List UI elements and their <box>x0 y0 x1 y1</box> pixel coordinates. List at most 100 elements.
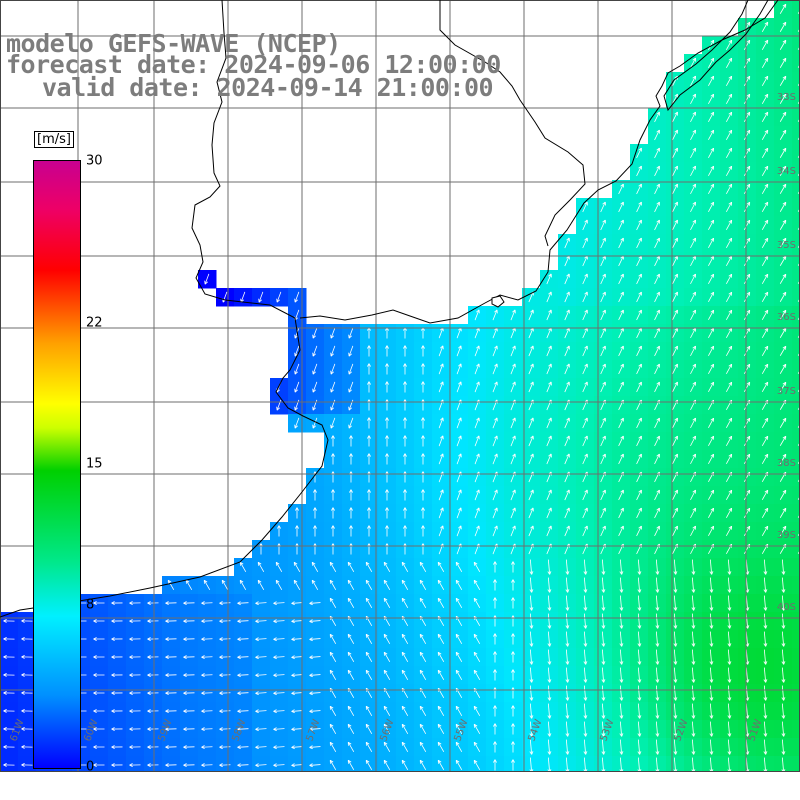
wind-arrow <box>546 507 552 519</box>
wind-arrow <box>672 489 678 501</box>
wind-arrow <box>421 417 425 429</box>
wind-arrow <box>93 637 105 641</box>
wind-arrow <box>456 525 462 537</box>
wind-arrow <box>419 705 427 716</box>
wind-speed-cells <box>0 0 800 772</box>
wind-arrow <box>708 453 714 465</box>
wind-arrow <box>618 507 624 519</box>
wind-arrow <box>637 703 642 719</box>
wind-arrow <box>111 601 123 605</box>
wind-arrow <box>147 709 159 714</box>
wind-arrow <box>761 453 769 464</box>
wind-arrow <box>147 691 159 696</box>
wind-arrow <box>690 417 696 429</box>
wind-arrow <box>636 363 642 375</box>
wind-arrow <box>291 673 303 678</box>
wind-arrow <box>709 595 714 611</box>
wind-arrow <box>761 363 769 374</box>
wind-arrow <box>600 237 606 249</box>
wind-arrow <box>437 741 445 752</box>
wind-arrow <box>672 147 678 159</box>
wind-arrow <box>219 673 231 678</box>
wind-arrow <box>348 381 354 393</box>
wind-arrow <box>690 453 696 465</box>
wind-arrow <box>273 691 285 696</box>
wind-arrow <box>511 579 515 591</box>
wind-arrow <box>619 703 624 719</box>
wind-arrow <box>691 667 696 683</box>
wind-arrow <box>474 525 480 537</box>
wind-arrow <box>709 631 714 647</box>
wind-arrow <box>654 507 660 519</box>
wind-arrow <box>564 363 570 375</box>
wind-arrow <box>437 759 445 770</box>
wind-arrow <box>455 561 463 572</box>
lat-label: 33S <box>777 92 796 103</box>
wind-arrow <box>691 703 696 719</box>
wind-cell <box>792 216 800 235</box>
wind-arrow <box>421 435 425 447</box>
wind-arrow <box>547 703 552 719</box>
wind-arrow <box>311 561 319 572</box>
wind-arrow <box>295 525 299 537</box>
wind-arrow <box>708 363 714 375</box>
wind-arrow <box>708 507 714 519</box>
wind-arrow <box>255 745 267 750</box>
wind-arrow <box>709 685 714 701</box>
wind-arrow <box>600 345 606 357</box>
lat-label: 38S <box>777 458 796 469</box>
wind-arrow <box>636 273 642 285</box>
wind-arrow <box>473 705 481 716</box>
wind-arrow <box>708 183 714 195</box>
wind-arrow <box>365 597 373 608</box>
wind-arrow <box>129 655 141 659</box>
wind-arrow <box>601 631 606 647</box>
wind-arrow <box>93 619 105 623</box>
wind-arrow <box>547 667 552 683</box>
wind-arrow <box>309 673 321 678</box>
wind-arrow <box>690 435 696 447</box>
wind-arrow <box>691 577 696 593</box>
wind-arrow <box>726 525 733 537</box>
wind-arrow <box>165 655 177 660</box>
wind-arrow <box>291 637 303 642</box>
wind-arrow <box>165 745 177 750</box>
wind-arrow <box>510 489 516 501</box>
wind-arrow <box>564 309 570 321</box>
wind-arrow <box>672 183 678 195</box>
wind-arrow <box>492 507 498 519</box>
wind-arrow <box>583 559 588 575</box>
wind-cell <box>792 72 800 91</box>
wind-arrow <box>147 637 159 642</box>
wind-arrow <box>673 595 678 611</box>
wind-arrow <box>129 601 141 605</box>
wind-arrow <box>510 507 516 519</box>
wind-arrow <box>21 655 33 659</box>
wind-arrow <box>291 601 303 606</box>
wind-arrow <box>438 435 444 447</box>
wind-arrow <box>601 739 606 755</box>
wind-arrow <box>385 489 389 501</box>
wind-arrow <box>347 741 355 752</box>
wind-arrow <box>367 453 371 465</box>
colorbar-unit: [m/s] <box>34 131 74 148</box>
wind-cell <box>792 234 800 253</box>
wind-arrow <box>510 309 516 321</box>
wind-arrow <box>727 685 732 701</box>
wind-arrow <box>421 453 425 465</box>
wind-arrow <box>255 673 267 678</box>
wind-arrow <box>529 739 534 755</box>
wind-arrow <box>313 489 317 501</box>
wind-arrow <box>565 739 570 755</box>
wind-arrow <box>528 435 534 447</box>
wind-arrow <box>93 745 105 749</box>
wind-arrow <box>673 685 678 701</box>
wind-arrow <box>546 309 552 321</box>
wind-arrow <box>421 489 425 501</box>
wind-arrow <box>763 721 768 737</box>
wind-arrow <box>690 489 696 501</box>
wind-arrow <box>743 75 751 86</box>
wind-arrow <box>147 601 159 606</box>
wind-arrow <box>273 601 285 606</box>
wind-arrow <box>401 561 409 572</box>
